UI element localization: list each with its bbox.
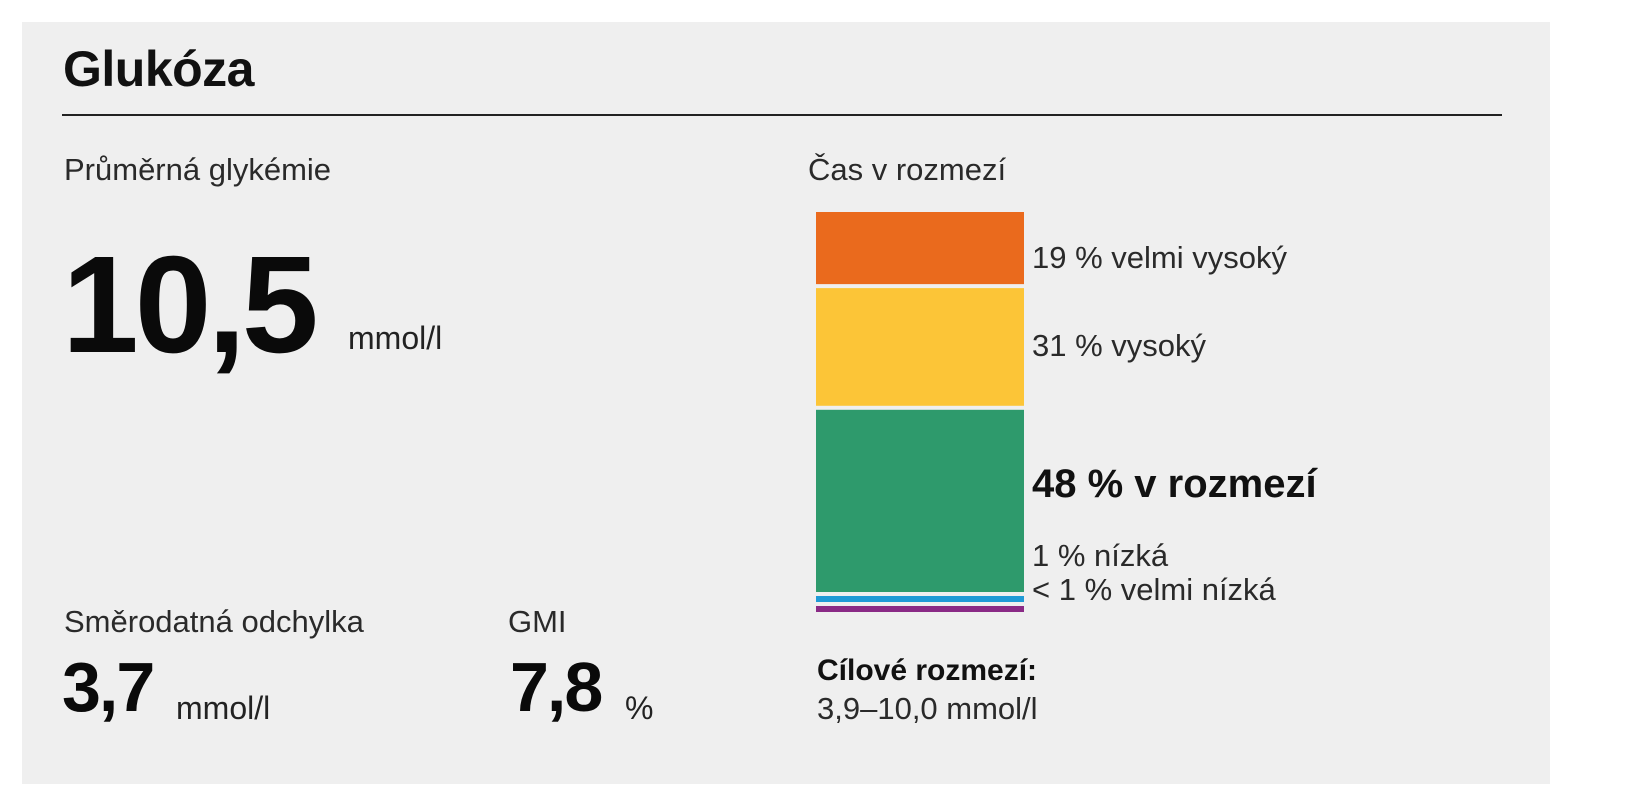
tir-label-low: 1 % nízká xyxy=(1032,538,1169,573)
gmi-value: 7,8 xyxy=(510,648,603,726)
std-dev-label: Směrodatná odchylka xyxy=(64,604,364,639)
tir-segment-high xyxy=(816,288,1024,406)
tir-label-high: 31 % vysoký xyxy=(1032,328,1207,363)
time-in-range-label: Čas v rozmezí xyxy=(808,152,1007,187)
tir-segment-very-high xyxy=(816,212,1024,285)
average-glycemia-label: Průměrná glykémie xyxy=(64,152,332,187)
average-glycemia-value: 10,5 xyxy=(62,228,319,382)
tir-segment-in-range xyxy=(816,409,1024,592)
tir-segment-very-low xyxy=(816,606,1024,612)
tir-segment-low xyxy=(816,596,1024,602)
gmi-label: GMI xyxy=(508,604,567,639)
title-divider xyxy=(62,114,1502,116)
glucose-card: Glukóza Průměrná glykémie 10,5 mmol/l Sm… xyxy=(22,22,1550,784)
card-title: Glukóza xyxy=(63,41,254,97)
average-glycemia-unit: mmol/l xyxy=(348,320,443,356)
tir-label-very-low: < 1 % velmi nízká xyxy=(1032,572,1276,607)
tir-label-in-range: 48 % v rozmezí xyxy=(1032,462,1317,506)
time-in-range-stacked-bar xyxy=(816,212,1024,612)
target-range-value: 3,9–10,0 mmol/l xyxy=(817,691,1038,726)
std-dev-value: 3,7 xyxy=(62,648,155,726)
tir-label-very-high: 19 % velmi vysoký xyxy=(1032,240,1287,275)
target-range-title: Cílové rozmezí: xyxy=(817,654,1038,687)
gmi-unit: % xyxy=(625,690,654,726)
std-dev-unit: mmol/l xyxy=(176,690,271,726)
